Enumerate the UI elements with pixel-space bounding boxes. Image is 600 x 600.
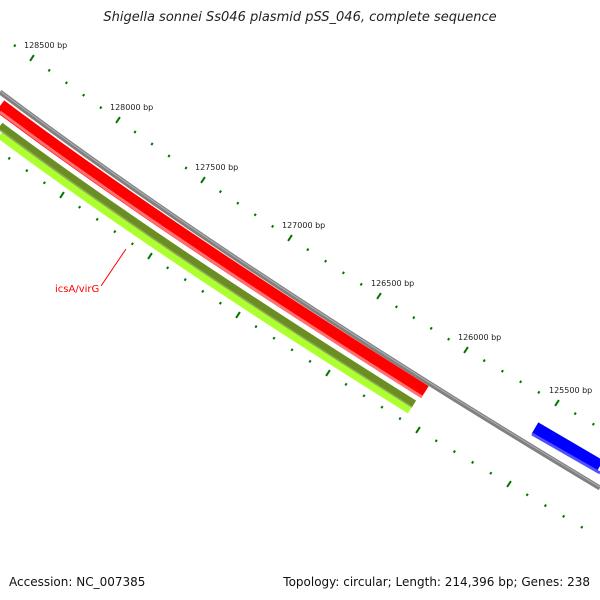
- outer-minor-tick: [591, 422, 595, 426]
- outer-minor-tick: [429, 326, 433, 330]
- inner-minor-tick: [95, 217, 99, 221]
- outer-minor-tick: [500, 369, 504, 373]
- accession-text: Accession: NC_007385: [9, 575, 146, 589]
- outer-minor-tick: [218, 190, 222, 194]
- map-title: Shigella sonnei Ss046 plasmid pSS_046, c…: [103, 10, 497, 25]
- inner-minor-tick: [580, 525, 584, 529]
- inner-minor-tick: [183, 278, 187, 282]
- inner-minor-tick: [7, 156, 11, 160]
- inner-minor-tick: [452, 450, 456, 454]
- inner-major-tick: [506, 480, 512, 488]
- inner-minor-tick: [78, 205, 82, 209]
- outer-minor-tick: [64, 81, 68, 85]
- inner-minor-tick: [130, 242, 134, 246]
- forward-gene-feature: [0, 100, 429, 398]
- backbone-circle: [0, 89, 600, 491]
- olive-feature-edge: [0, 129, 413, 408]
- tick-label: 127000 bp: [282, 221, 325, 230]
- outer-minor-tick: [99, 106, 103, 110]
- inner-minor-tick: [272, 336, 276, 340]
- tick-label: 126000 bp: [458, 333, 501, 342]
- inner-minor-tick: [489, 471, 493, 475]
- outer-major-tick: [200, 176, 206, 184]
- inner-minor-tick: [218, 301, 222, 305]
- inner-minor-tick: [525, 493, 529, 497]
- outer-minor-tick: [82, 93, 86, 97]
- tick-label: 128500 bp: [24, 41, 67, 50]
- outer-minor-tick: [573, 412, 577, 416]
- inner-major-tick: [325, 369, 331, 377]
- lime-feature: [0, 131, 413, 414]
- outer-minor-tick: [236, 201, 240, 205]
- inner-minor-tick: [344, 382, 348, 386]
- outer-minor-tick: [341, 271, 345, 275]
- outer-minor-tick: [184, 166, 188, 170]
- inner-minor-tick: [362, 394, 366, 398]
- inner-minor-tick: [471, 460, 475, 464]
- outer-minor-tick: [271, 224, 275, 228]
- reverse-gene-feature: [531, 422, 600, 472]
- inner-minor-tick: [290, 348, 294, 352]
- outer-minor-tick: [253, 213, 257, 217]
- outer-minor-tick: [324, 259, 328, 263]
- outer-minor-tick: [537, 390, 541, 394]
- outer-minor-tick: [482, 359, 486, 363]
- tick-label: 128000 bp: [110, 103, 153, 112]
- outer-major-tick: [29, 54, 35, 62]
- outer-major-tick: [463, 346, 469, 354]
- outer-minor-tick: [447, 337, 451, 341]
- inner-major-tick: [59, 191, 65, 199]
- tick-marks: [7, 44, 595, 529]
- outer-major-tick: [376, 292, 382, 300]
- inner-major-tick: [415, 426, 421, 434]
- tick-label: 126500 bp: [371, 279, 414, 288]
- outer-minor-tick: [359, 282, 363, 286]
- olive-feature: [0, 122, 417, 408]
- inner-minor-tick: [543, 504, 547, 508]
- inner-minor-tick: [201, 289, 205, 293]
- tick-label: 125500 bp: [549, 386, 592, 395]
- inner-minor-tick: [25, 169, 29, 173]
- outer-minor-tick: [13, 44, 17, 48]
- inner-minor-tick: [380, 405, 384, 409]
- inner-minor-tick: [42, 181, 46, 185]
- inner-minor-tick: [398, 417, 402, 421]
- outer-minor-tick: [47, 68, 51, 72]
- feature-leader-line: [100, 248, 127, 287]
- outer-minor-tick: [306, 248, 310, 252]
- inner-major-tick: [235, 311, 241, 319]
- inner-minor-tick: [166, 266, 170, 270]
- outer-minor-tick: [167, 154, 171, 158]
- topology-text: Topology: circular; Length: 214,396 bp; …: [283, 575, 590, 589]
- inner-minor-tick: [254, 325, 258, 329]
- outer-minor-tick: [394, 305, 398, 309]
- outer-major-tick: [287, 234, 293, 242]
- backbone-highlight: [0, 90, 600, 488]
- inner-minor-tick: [562, 514, 566, 518]
- forward-gene-edge: [0, 110, 423, 399]
- inner-minor-tick: [308, 359, 312, 363]
- inner-major-tick: [147, 252, 153, 260]
- outer-minor-tick: [412, 316, 416, 320]
- outer-minor-tick: [519, 380, 523, 384]
- outer-minor-tick: [150, 142, 154, 146]
- outer-major-tick: [115, 116, 121, 124]
- inner-minor-tick: [113, 230, 117, 234]
- reverse-gene-edge: [531, 432, 600, 475]
- inner-minor-tick: [434, 439, 438, 443]
- feature-label-icsA-virG[interactable]: icsA/virG: [55, 284, 99, 295]
- outer-minor-tick: [133, 130, 137, 134]
- tick-label: 127500 bp: [195, 163, 238, 172]
- outer-major-tick: [554, 399, 560, 407]
